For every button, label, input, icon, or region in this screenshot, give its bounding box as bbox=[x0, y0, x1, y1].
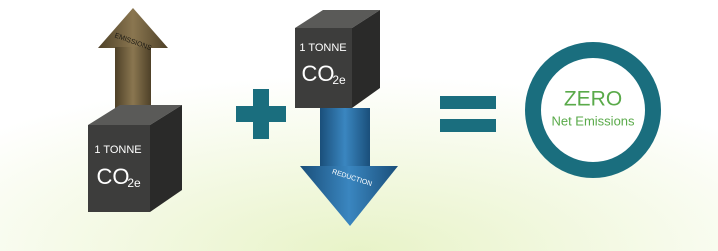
diagram: EMISSIONS 1 TONNE CO 2e 1 TONNE CO 2e RE… bbox=[0, 0, 718, 251]
cube-label: 1 TONNE bbox=[299, 42, 346, 54]
right-cube: 1 TONNE CO 2e bbox=[295, 10, 380, 108]
result-title: ZERO bbox=[564, 88, 622, 111]
formula-sub: 2e bbox=[332, 73, 346, 87]
formula-main: CO bbox=[97, 164, 130, 189]
formula-main: CO bbox=[302, 61, 335, 86]
cube-label: 1 TONNE bbox=[94, 144, 141, 156]
left-cube: 1 TONNE CO 2e bbox=[88, 105, 182, 212]
result-subtitle: Net Emissions bbox=[551, 113, 635, 128]
result: ZERO Net Emissions bbox=[533, 50, 653, 170]
formula-sub: 2e bbox=[127, 176, 141, 190]
page: EMISSIONS 1 TONNE CO 2e 1 TONNE CO 2e RE… bbox=[0, 0, 718, 251]
